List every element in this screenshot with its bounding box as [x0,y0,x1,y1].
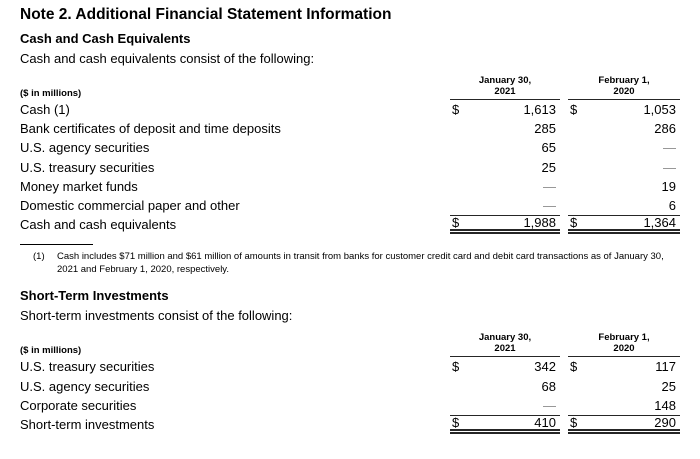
value: 1,053 [643,102,676,118]
value-2021: 65 [450,138,560,157]
value-2021: $1,988 [450,215,560,235]
value-2020: $117 [568,357,680,376]
value: — [543,397,556,413]
value-2020: 25 [568,377,680,396]
value: — [663,140,676,156]
value-2021: — [450,196,560,215]
short-term-investments-table: ($ in millions) January 30, 2021 Februar… [20,333,680,435]
value: 19 [661,178,676,194]
row-label: Money market funds [20,178,138,194]
value: 285 [534,121,556,137]
row-label: Corporate securities [20,397,137,413]
table-row: Domestic commercial paper and other — 6 [20,196,680,215]
column-header-feb-2020: February 1, 2020 [568,333,680,358]
value-2021: $1,613 [450,100,560,119]
row-label: U.S. agency securities [20,378,150,394]
value: 68 [541,378,556,394]
row-label: U.S. treasury securities [20,159,155,175]
value: 6 [668,198,676,214]
row-label: Bank certificates of deposit and time de… [20,121,281,137]
footnote: (1) Cash includes $71 million and $61 mi… [20,250,680,276]
table-header-row: ($ in millions) January 30, 2021 Februar… [20,333,680,358]
value-2021: — [450,177,560,196]
section-heading-sti: Short-Term Investments [20,288,169,304]
value-2020: — [568,138,680,157]
section-heading-cash: Cash and Cash Equivalents [20,31,191,46]
table-row: Money market funds — 19 [20,177,680,196]
value-2021: — [450,396,560,415]
value-2020: $1,364 [568,215,680,235]
table-row: Bank certificates of deposit and time de… [20,119,680,138]
value-2020: 286 [568,119,680,138]
value: — [543,198,556,214]
table-row: U.S. treasury securities $342 $117 [20,357,680,376]
section-intro-sti: Short-term investments consist of the fo… [20,308,293,324]
section-intro-cash: Cash and cash equivalents consist of the… [20,51,315,66]
table-row: U.S. agency securities 65 — [20,138,680,157]
row-label: Short-term investments [20,416,155,432]
value: 65 [541,140,556,156]
value: 342 [534,359,556,375]
table-header-row: ($ in millions) January 30, 2021 Februar… [20,75,680,100]
table-row: Cash (1) $1,613 $1,053 [20,100,680,119]
column-header-jan-2021: January 30, 2021 [450,333,560,358]
currency-symbol: $ [452,102,460,118]
currency-symbol: $ [570,359,578,375]
currency-symbol: $ [570,414,578,430]
value-2021: 25 [450,158,560,177]
value-2020: $1,053 [568,100,680,119]
value: 410 [534,414,556,430]
column-header-jan-2021: January 30, 2021 [450,75,560,100]
value: 286 [654,121,676,137]
currency-symbol: $ [570,102,578,118]
value-2020: 148 [568,396,680,415]
value: — [663,159,676,175]
value: 148 [654,397,676,413]
value: 25 [541,159,556,175]
row-label: Domestic commercial paper and other [20,198,240,214]
value: 290 [654,414,676,430]
unit-label: ($ in millions) [20,88,82,99]
value: 117 [655,359,676,375]
footnote-marker: (1) [33,251,45,263]
value-2020: $290 [568,414,680,435]
currency-symbol: $ [452,215,460,231]
cash-equivalents-table: ($ in millions) January 30, 2021 Februar… [20,75,680,235]
table-row: U.S. treasury securities 25 — [20,158,680,177]
unit-label: ($ in millions) [20,345,82,357]
row-label: Cash and cash equivalents [20,217,177,233]
table-total-row: Cash and cash equivalents $1,988 $1,364 [20,215,680,235]
value: 1,364 [643,215,676,231]
page-title: Note 2. Additional Financial Statement I… [20,6,392,23]
value: 1,988 [523,215,556,231]
currency-symbol: $ [570,215,578,231]
table-row: U.S. agency securities 68 25 [20,377,680,396]
row-label: U.S. agency securities [20,140,150,156]
value: 25 [661,378,676,394]
value: — [543,178,556,194]
footnote-text: Cash includes $71 million and $61 millio… [57,251,664,276]
table-total-row: Short-term investments $410 $290 [20,414,680,435]
column-header-feb-2020: February 1, 2020 [568,75,680,100]
value-2020: — [568,158,680,177]
footnote-divider [20,244,93,246]
value: 1,613 [523,102,556,118]
row-label: Cash (1) [20,102,70,118]
value-2020: 19 [568,177,680,196]
value-2021: $410 [450,414,560,435]
value-2021: 68 [450,377,560,396]
value-2021: 285 [450,119,560,138]
table-row: Corporate securities — 148 [20,396,680,415]
value-2021: $342 [450,357,560,376]
row-label: U.S. treasury securities [20,359,155,375]
currency-symbol: $ [452,414,460,430]
currency-symbol: $ [452,359,460,375]
value-2020: 6 [568,196,680,215]
